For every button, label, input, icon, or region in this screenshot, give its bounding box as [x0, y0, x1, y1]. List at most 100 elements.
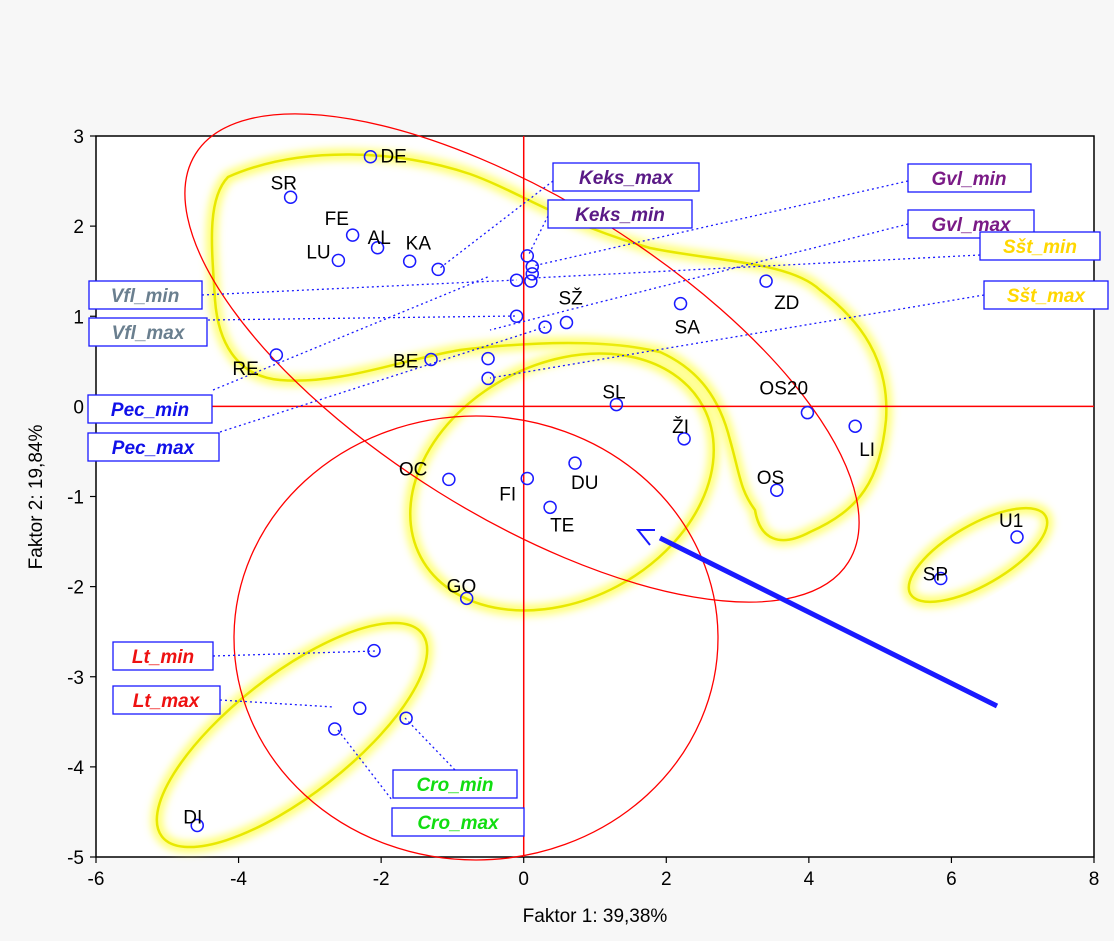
- annotation-keks-min-label: Keks_min: [575, 205, 665, 226]
- y-tick-label: 0: [73, 397, 84, 418]
- x-tick-label: 2: [661, 869, 672, 890]
- data-point: [759, 274, 773, 288]
- annotation-cro-max: Cro_max: [391, 807, 525, 837]
- data-point: [367, 643, 381, 658]
- annotation-cro-max-label: Cro_max: [417, 813, 500, 834]
- annotation-sst-min: Sšt_min: [979, 231, 1101, 261]
- data-point: [933, 571, 948, 586]
- point-label: ŽI: [672, 416, 689, 438]
- point-label: LI: [859, 440, 875, 461]
- data-point: [568, 456, 582, 470]
- x-tick-label: 4: [804, 869, 815, 890]
- point-label: DU: [571, 473, 598, 494]
- data-point: [1010, 530, 1024, 544]
- annotation-lt-max-label: Lt_max: [133, 691, 201, 712]
- point-label: KA: [406, 233, 432, 254]
- annotation-keks-max-label: Keks_max: [579, 168, 674, 189]
- data-point: [459, 591, 474, 606]
- data-point: [848, 419, 862, 433]
- point-label: OS: [757, 468, 784, 489]
- data-point: [399, 711, 413, 725]
- data-point: [509, 309, 524, 323]
- point-label: TE: [550, 515, 574, 536]
- data-point: [800, 405, 815, 420]
- data-point: [770, 483, 784, 497]
- data-point: [363, 149, 378, 164]
- data-point: [509, 273, 524, 287]
- point-label: BE: [393, 352, 418, 373]
- x-tick-label: 8: [1089, 869, 1100, 890]
- connector-gvl-max: [489, 223, 909, 331]
- data-point: [524, 274, 538, 288]
- connector-lines: [201, 180, 985, 801]
- annotation-boxes: Keks_max Keks_min Gvl_min Gvl_max Sšt_mi…: [87, 162, 1109, 837]
- y-tick-label: 2: [73, 217, 84, 238]
- data-point: [345, 228, 360, 242]
- data-point: [538, 320, 552, 334]
- plot-area: [95, 135, 1095, 858]
- y-tick-label: -2: [67, 578, 84, 599]
- annotation-sst-max: Sšt_max: [983, 280, 1109, 310]
- data-point: [525, 259, 540, 274]
- connector-lt-max: [219, 699, 335, 708]
- data-point: [520, 249, 535, 263]
- data-point: [543, 500, 557, 515]
- y-tick-label: 3: [73, 127, 84, 148]
- data-point: [520, 471, 535, 486]
- x-axis-title: Faktor 1: 39,38%: [523, 906, 668, 927]
- connector-gvl-min: [532, 180, 909, 267]
- annotation-vfl-max-label: Vfl_max: [112, 323, 186, 344]
- point-label: FI: [499, 484, 516, 505]
- y-axis-title: Faktor 2: 19,84%: [26, 425, 47, 570]
- data-point: [331, 253, 346, 268]
- annotation-sst-min-label: Sšt_min: [1003, 237, 1077, 258]
- data-point: [481, 351, 495, 366]
- connector-vfl-max: [207, 315, 518, 321]
- point-label: DI: [183, 807, 202, 828]
- data-point: [677, 432, 691, 446]
- annotation-gvl-max-label: Gvl_max: [931, 215, 1012, 236]
- data-point: [525, 267, 540, 281]
- arrow-shaft: [658, 535, 999, 709]
- data-points: DE SR FE AL LU KA ZD SA SŽ RE BE SL OS20 LI ŽI DU OC FI OS…: [183, 147, 1024, 833]
- point-label: SL: [602, 383, 625, 404]
- data-point: [481, 371, 495, 386]
- data-point: [269, 348, 284, 362]
- point-label: OC: [399, 459, 428, 480]
- x-tick-label: 0: [518, 869, 529, 890]
- point-label: SA: [675, 318, 701, 339]
- annotation-pec-min: Pec_min: [87, 394, 213, 424]
- ellipse-lower: [233, 415, 719, 861]
- x-tick-label: -4: [230, 869, 247, 890]
- connector-lt-min: [212, 650, 377, 657]
- connector-cro-min: [404, 717, 456, 771]
- point-label: AL: [368, 228, 391, 249]
- annotation-gvl-min-label: Gvl_min: [932, 169, 1007, 190]
- annotation-lt-max: Lt_max: [112, 685, 221, 715]
- connector-sst-max: [489, 294, 985, 379]
- highlight-right-group-line: [907, 506, 1049, 604]
- point-label: OS20: [759, 379, 808, 400]
- x-tick-label: -2: [373, 869, 390, 890]
- point-label: FE: [325, 209, 349, 230]
- annotation-cro-min: Cro_min: [392, 769, 518, 799]
- y-axis: 3 2 1 0 -1 -2 -3 -4 -5: [67, 127, 96, 869]
- direction-arrow: [635, 529, 999, 709]
- annotation-pec-max: Pec_max: [87, 432, 220, 462]
- data-point: [424, 352, 438, 367]
- point-label: SP: [923, 565, 948, 586]
- annotation-gvl-min: Gvl_min: [907, 163, 1032, 193]
- data-point: [402, 254, 417, 269]
- data-point: [353, 701, 367, 716]
- annotation-sst-max-label: Sšt_max: [1007, 286, 1087, 307]
- point-label: SR: [271, 173, 297, 194]
- data-point: [190, 818, 204, 833]
- y-tick-label: 1: [73, 307, 84, 328]
- arrow-head: [635, 529, 655, 546]
- reference-lines: [96, 136, 1094, 857]
- data-point: [283, 190, 298, 205]
- point-label: ZD: [774, 293, 799, 314]
- annotation-cro-min-label: Cro_min: [416, 775, 493, 796]
